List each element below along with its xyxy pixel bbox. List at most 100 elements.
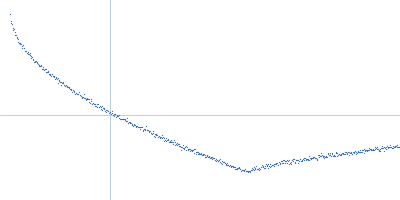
Point [298, 159, 304, 162]
Point [116, 116, 122, 119]
Point [324, 152, 331, 155]
Point [20, 46, 27, 49]
Point [309, 156, 315, 160]
Point [172, 144, 178, 147]
Point [153, 134, 159, 137]
Point [358, 150, 364, 153]
Point [151, 132, 158, 135]
Point [321, 156, 327, 160]
Point [100, 107, 106, 110]
Point [140, 129, 147, 132]
Point [52, 76, 59, 79]
Point [170, 140, 177, 143]
Point [24, 51, 30, 55]
Point [134, 126, 141, 129]
Point [58, 83, 65, 87]
Point [329, 153, 336, 156]
Point [121, 118, 128, 122]
Point [162, 137, 169, 140]
Point [126, 120, 132, 123]
Point [250, 167, 256, 170]
Point [112, 112, 118, 116]
Point [261, 166, 267, 169]
Point [274, 163, 281, 167]
Point [146, 129, 152, 132]
Point [268, 164, 274, 167]
Point [353, 150, 360, 153]
Point [194, 150, 200, 153]
Point [340, 152, 346, 155]
Point [44, 70, 51, 73]
Point [277, 163, 284, 166]
Point [318, 151, 324, 154]
Point [396, 145, 400, 148]
Point [71, 90, 78, 93]
Point [76, 93, 83, 96]
Point [205, 155, 212, 159]
Point [264, 165, 270, 168]
Point [326, 154, 332, 157]
Point [394, 144, 400, 147]
Point [307, 156, 313, 160]
Point [317, 154, 323, 158]
Point [43, 68, 49, 71]
Point [61, 83, 67, 87]
Point [271, 164, 278, 167]
Point [157, 135, 164, 138]
Point [242, 170, 249, 173]
Point [278, 161, 285, 164]
Point [43, 70, 50, 74]
Point [394, 145, 400, 149]
Point [134, 124, 140, 127]
Point [284, 159, 290, 162]
Point [366, 148, 372, 152]
Point [317, 155, 324, 158]
Point [222, 162, 228, 165]
Point [263, 163, 270, 166]
Point [315, 154, 321, 157]
Point [88, 98, 94, 101]
Point [234, 167, 240, 170]
Point [380, 145, 387, 149]
Point [355, 150, 362, 153]
Point [343, 151, 349, 154]
Point [94, 105, 100, 108]
Point [140, 129, 146, 132]
Point [229, 164, 235, 167]
Point [261, 164, 268, 167]
Point [117, 117, 123, 120]
Point [39, 68, 45, 71]
Point [16, 41, 23, 44]
Point [192, 153, 199, 156]
Point [360, 147, 367, 150]
Point [21, 47, 28, 50]
Point [50, 74, 57, 77]
Point [386, 143, 393, 146]
Point [179, 146, 186, 150]
Point [125, 121, 131, 124]
Point [52, 77, 58, 80]
Point [139, 126, 145, 129]
Point [328, 154, 334, 158]
Point [142, 128, 148, 131]
Point [291, 157, 297, 160]
Point [111, 114, 117, 117]
Point [49, 73, 56, 76]
Point [34, 61, 40, 64]
Point [159, 134, 166, 137]
Point [188, 149, 195, 152]
Point [16, 42, 22, 45]
Point [55, 82, 61, 85]
Point [172, 140, 178, 144]
Point [168, 138, 175, 141]
Point [93, 104, 99, 108]
Point [165, 138, 172, 141]
Point [160, 139, 167, 142]
Point [306, 154, 313, 157]
Point [84, 97, 91, 100]
Point [335, 153, 341, 156]
Point [240, 168, 246, 171]
Point [101, 107, 108, 110]
Point [213, 159, 220, 162]
Point [248, 169, 254, 172]
